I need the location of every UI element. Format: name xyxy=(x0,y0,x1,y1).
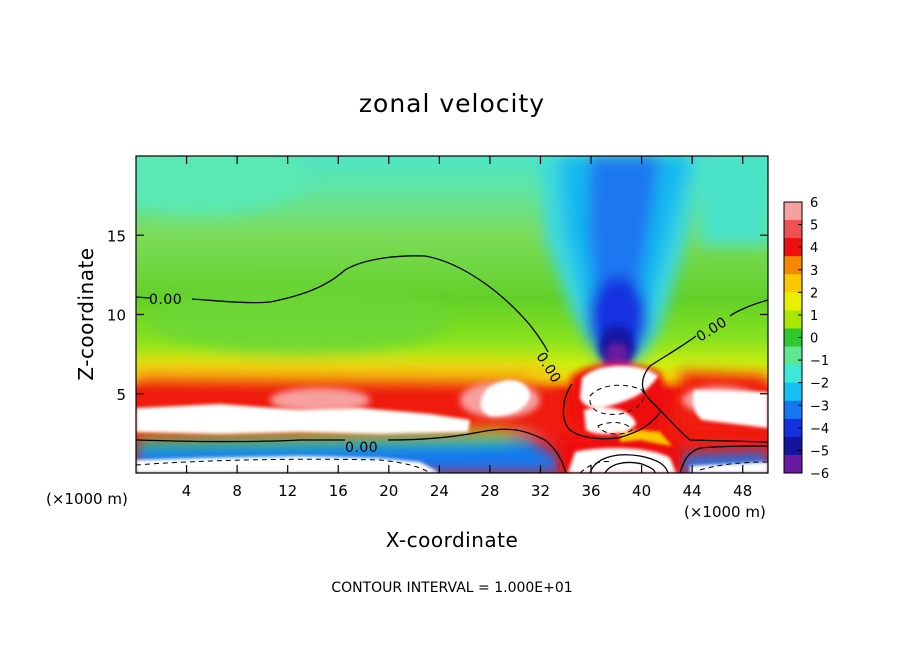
colorbar-label: −5 xyxy=(810,444,829,459)
colorbar: 6 5 4 3 2 1 0 −1 −2 −3 −4 −5 −6 xyxy=(783,196,829,482)
heatmap-field: 0.00 0.00 0.00 0.00 xyxy=(136,156,768,473)
colorbar-label: 0 xyxy=(810,332,818,347)
y-tick-label: 5 xyxy=(116,386,126,404)
x-tick-label: 20 xyxy=(379,482,398,500)
x-units-left: (×1000 m) xyxy=(46,490,128,508)
y-tick-label: 10 xyxy=(107,307,126,325)
y-axis-label: Z-coordinate xyxy=(74,247,98,380)
colorbar-swatch xyxy=(784,400,802,420)
colorbar-swatch xyxy=(784,364,802,384)
x-units-right: (×1000 m) xyxy=(684,503,766,521)
colorbar-swatch xyxy=(784,310,802,329)
colorbar-swatch xyxy=(784,436,802,456)
x-tick-label: 8 xyxy=(232,482,242,500)
contour-lines xyxy=(136,255,768,473)
x-tick-label: 24 xyxy=(430,482,449,500)
colorbar-swatch xyxy=(784,256,802,275)
contour-label: 0.00 xyxy=(345,440,378,456)
y-axis: 5 10 15 xyxy=(107,227,768,404)
colorbar-label: −2 xyxy=(810,377,829,392)
chart-title: zonal velocity xyxy=(359,89,545,118)
x-tick-label: 32 xyxy=(531,482,550,500)
x-axis-label: X-coordinate xyxy=(386,528,519,552)
x-tick-label: 40 xyxy=(632,482,651,500)
x-tick-label: 4 xyxy=(182,482,192,500)
x-tick-label: 48 xyxy=(733,482,752,500)
colorbar-swatch xyxy=(784,454,802,474)
colorbar-label: 4 xyxy=(810,241,818,256)
colorbar-swatch xyxy=(784,346,802,366)
contour-interval-note: CONTOUR INTERVAL = 1.000E+01 xyxy=(331,580,572,596)
colorbar-swatch xyxy=(784,382,802,402)
x-tick-label: 44 xyxy=(683,482,702,500)
colorbar-label: −1 xyxy=(810,354,829,369)
colorbar-label: −3 xyxy=(810,399,829,414)
colorbar-swatch xyxy=(784,238,802,257)
contour-label: 0.00 xyxy=(149,292,182,308)
colorbar-swatch xyxy=(784,220,802,239)
colorbar-swatch xyxy=(784,418,802,438)
colorbar-swatch xyxy=(784,202,802,221)
colorbar-label: −6 xyxy=(810,467,829,482)
y-tick-label: 15 xyxy=(107,227,126,245)
colorbar-swatch xyxy=(784,274,802,293)
x-tick-label: 12 xyxy=(278,482,297,500)
x-tick-label: 28 xyxy=(480,482,499,500)
colorbar-swatch xyxy=(784,292,802,311)
colorbar-label: 1 xyxy=(810,309,818,324)
x-axis: 4 8 12 16 20 24 28 32 36 40 44 48 xyxy=(182,156,752,500)
x-tick-label: 36 xyxy=(581,482,600,500)
x-tick-label: 16 xyxy=(329,482,348,500)
colorbar-label: −4 xyxy=(810,422,829,437)
colorbar-label: 5 xyxy=(810,219,818,234)
colorbar-swatch xyxy=(784,328,802,348)
colorbar-label: 3 xyxy=(810,264,818,279)
colorbar-label: 6 xyxy=(810,196,818,211)
colorbar-label: 2 xyxy=(810,286,818,301)
dashed-contours xyxy=(136,384,768,473)
